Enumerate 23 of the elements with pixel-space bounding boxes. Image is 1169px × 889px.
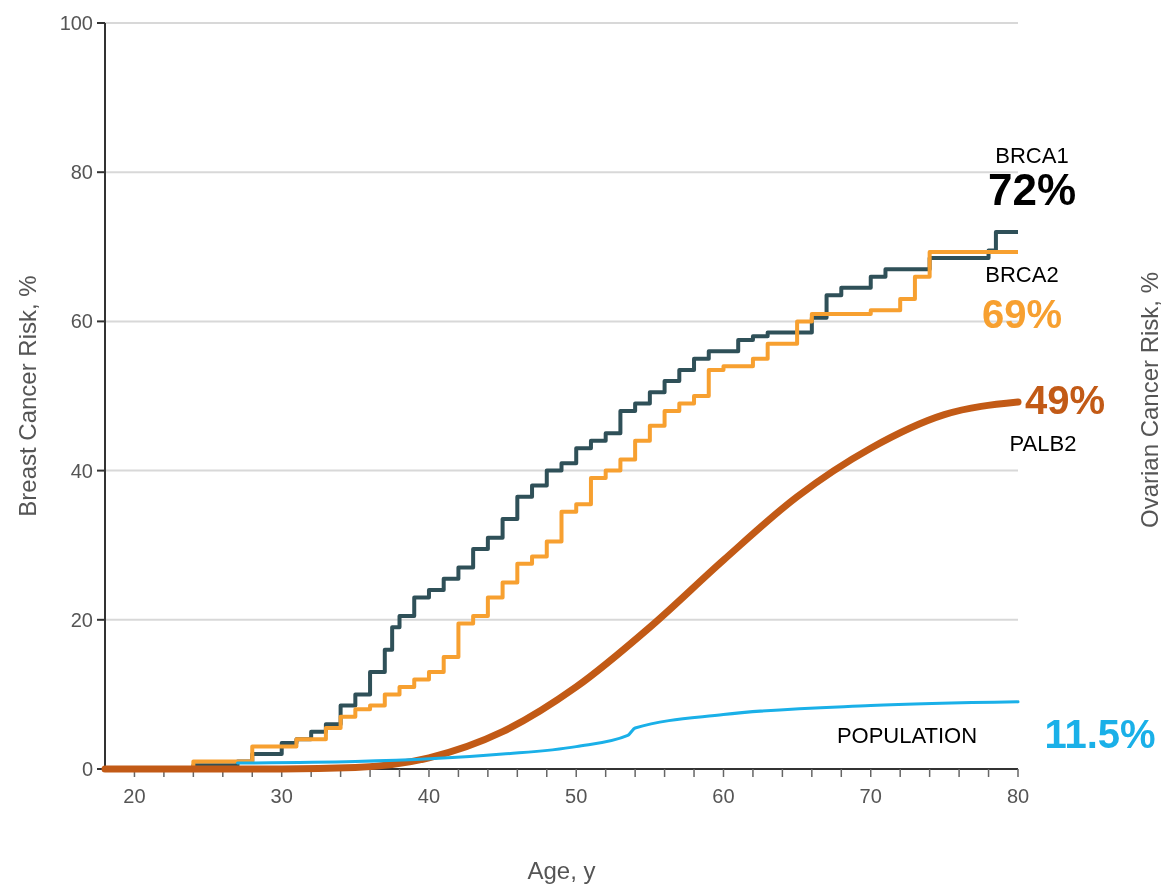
series-label: PALB2 xyxy=(1009,430,1077,456)
x-tick-label: 70 xyxy=(859,785,882,807)
y-tick-label: 80 xyxy=(70,161,93,184)
text: 11.5% xyxy=(1044,711,1156,756)
y-tick-label: 40 xyxy=(70,459,93,482)
x-tick-label: 50 xyxy=(565,785,588,807)
x-axis-title: Age, y xyxy=(527,857,596,884)
x-tick-label: 30 xyxy=(270,785,293,807)
x-tick-label: 60 xyxy=(712,785,735,807)
y-tick-label: 100 xyxy=(59,12,93,34)
x-tick-label: 20 xyxy=(123,785,146,807)
y-axis-title: Breast Cancer Risk, % xyxy=(14,275,41,517)
x-tick-label: 80 xyxy=(1006,785,1030,807)
line-series xyxy=(236,700,1020,765)
y-tick-label: 0 xyxy=(81,758,93,780)
annotation: 69% xyxy=(981,292,1063,337)
series-label: POPULATION xyxy=(836,722,978,748)
text: 49% xyxy=(1024,377,1106,422)
y2-axis-title: Ovarian Cancer Risk, % xyxy=(1136,271,1163,529)
y-tick-label: 60 xyxy=(70,310,93,333)
y-tick-label: 20 xyxy=(70,608,93,631)
x-tick-label: 40 xyxy=(417,785,441,807)
series-label: BRCA2 xyxy=(985,262,1059,288)
